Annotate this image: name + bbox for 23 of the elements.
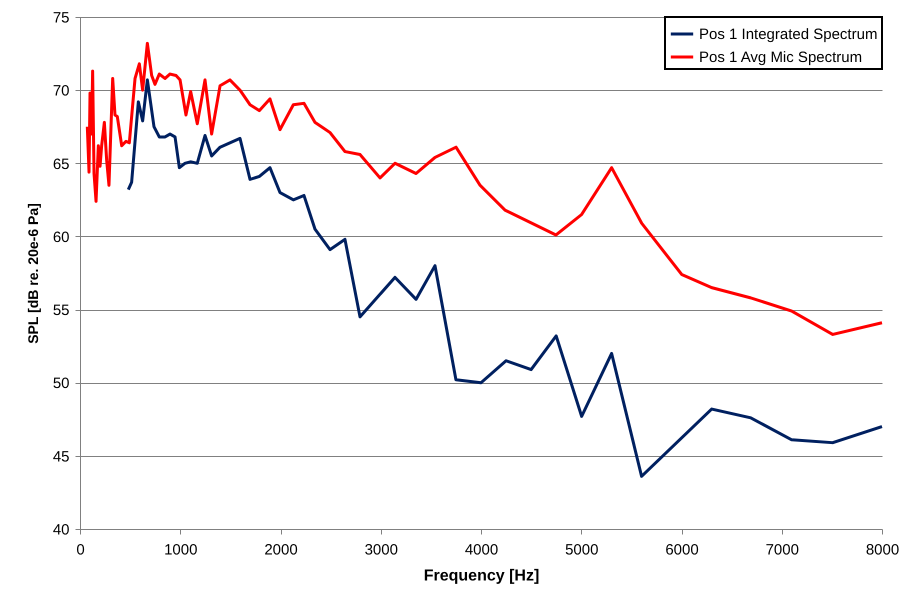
x-tick-label: 6000 bbox=[665, 542, 699, 558]
legend-label: Pos 1 Integrated Spectrum bbox=[699, 26, 878, 43]
y-tick-label: 40 bbox=[52, 522, 70, 538]
line-series bbox=[86, 42, 884, 336]
y-tick-label: 75 bbox=[52, 10, 70, 26]
line-series bbox=[126, 78, 884, 478]
y-axis-title: SPL [dB re. 20e-6 Pa] bbox=[24, 203, 41, 344]
x-tick-label: 8000 bbox=[866, 542, 900, 558]
y-tick-label: 45 bbox=[52, 448, 70, 466]
x-tick-label: 2000 bbox=[264, 542, 298, 558]
x-tick-label: 1000 bbox=[164, 542, 198, 558]
x-tick-label: 3000 bbox=[364, 542, 398, 558]
y-tick-label: 65 bbox=[52, 156, 70, 173]
y-tick-label: 55 bbox=[52, 302, 70, 320]
y-tick-label: 60 bbox=[52, 228, 70, 246]
x-axis-title: Frequency [Hz] bbox=[424, 568, 540, 584]
x-tick-label: 0 bbox=[76, 542, 85, 558]
x-tick-label: 5000 bbox=[565, 542, 598, 558]
y-tick-label: 70 bbox=[52, 82, 70, 100]
y-tick-label: 50 bbox=[52, 375, 70, 392]
legend-label: Pos 1 Avg Mic Spectrum bbox=[699, 49, 862, 66]
x-tick-label: 4000 bbox=[464, 542, 498, 558]
x-tick-label: 7000 bbox=[766, 542, 799, 558]
